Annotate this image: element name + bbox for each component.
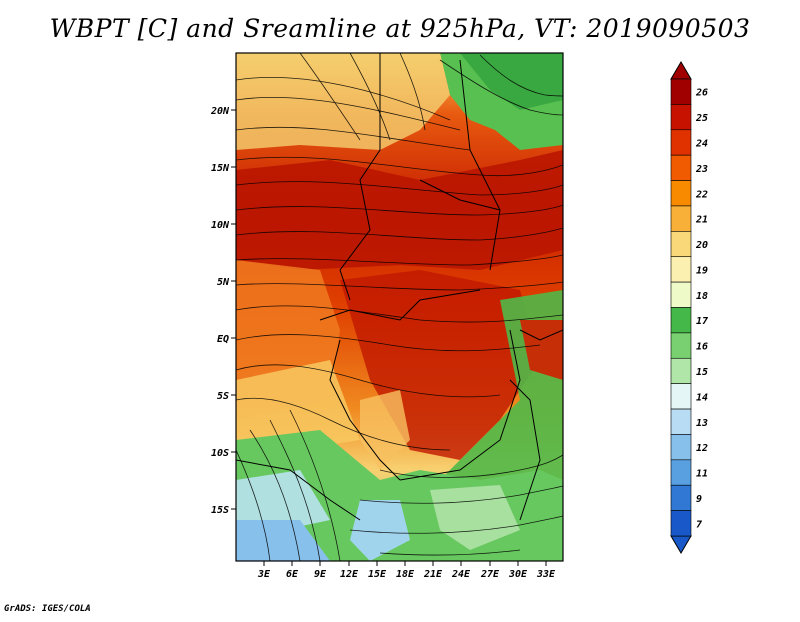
colorbar-segment <box>670 180 692 207</box>
colorbar-segment <box>670 434 692 461</box>
lon-label-12e: 12E <box>340 569 359 580</box>
country-borders <box>236 53 563 521</box>
colorbar-label: 11 <box>696 469 708 480</box>
lat-label-eq: EQ <box>217 334 229 345</box>
colorbar-segment <box>670 231 692 258</box>
colorbar-segment <box>670 307 692 334</box>
colorbar-label: 9 <box>696 494 702 505</box>
colorbar-label: 12 <box>696 443 708 454</box>
colorbar-segment <box>670 256 692 283</box>
lon-label-24e: 24E <box>451 569 471 580</box>
lat-label-5s: 5S <box>217 391 229 402</box>
colorbar: 26 25 24 23 22 21 20 19 18 17 16 15 14 13 12 11 9 7 <box>670 61 708 554</box>
colorbar-label: 16 <box>696 342 708 353</box>
colorbar-segment <box>670 459 692 486</box>
colorbar-segment <box>670 154 692 181</box>
colorbar-label: 24 <box>695 138 708 149</box>
grads-credit: GrADS: IGES/COLA <box>4 604 91 614</box>
colorbar-segment <box>670 383 692 410</box>
lon-label-3e: 3E <box>257 569 271 580</box>
colorbar-segment <box>670 104 692 131</box>
colorbar-segment <box>670 78 692 105</box>
lon-label-21e: 21E <box>423 569 443 580</box>
lon-label-15e: 15E <box>368 569 387 580</box>
colorbar-label: 25 <box>695 113 708 124</box>
colorbar-label: 17 <box>696 316 708 327</box>
colorbar-segment <box>670 357 692 384</box>
colorbar-segment <box>670 281 692 308</box>
lat-label-20n: 20N <box>210 106 230 117</box>
colorbar-label: 20 <box>695 240 708 251</box>
colorbar-label: 7 <box>696 519 702 530</box>
colorbar-segment <box>670 205 692 232</box>
colorbar-bottom-arrow <box>670 535 692 554</box>
colorbar-label: 26 <box>695 88 708 99</box>
lon-label-6e: 6E <box>286 569 299 580</box>
longitude-axis: 3E 6E 9E 12E 15E 18E 21E 24E 27E 30E 33E <box>257 561 556 580</box>
lat-label-10n: 10N <box>211 220 230 231</box>
map-title: WBPT [C] and Sreamline at 925hPa, VT: 20… <box>49 14 751 43</box>
lon-label-30e: 30E <box>508 569 528 580</box>
colorbar-segment <box>670 408 692 435</box>
temperature-field <box>236 53 563 561</box>
lon-label-27e: 27E <box>480 569 500 580</box>
colorbar-label: 22 <box>695 189 708 200</box>
colorbar-top-arrow <box>670 61 692 80</box>
lon-label-18e: 18E <box>396 569 415 580</box>
lat-label-10s: 10S <box>211 448 229 459</box>
lon-label-9e: 9E <box>314 569 327 580</box>
lon-label-33e: 33E <box>536 569 556 580</box>
colorbar-label: 18 <box>696 291 708 302</box>
colorbar-label: 13 <box>696 418 708 429</box>
colorbar-segment <box>670 510 692 537</box>
lat-label-15s: 15S <box>211 505 229 516</box>
lat-label-5n: 5N <box>217 277 230 288</box>
colorbar-label: 14 <box>696 392 708 403</box>
colorbar-label: 15 <box>696 367 708 378</box>
colorbar-label: 19 <box>696 265 708 276</box>
map-frame <box>235 52 564 562</box>
colorbar-segment <box>670 332 692 359</box>
lat-label-15n: 15N <box>211 163 230 174</box>
colorbar-label: 21 <box>695 215 708 226</box>
latitude-axis: 20N 15N 10N 5N EQ 5S 10S 15S <box>210 106 236 516</box>
colorbar-segment <box>670 129 692 156</box>
colorbar-segment <box>670 484 692 511</box>
streamlines <box>236 53 563 561</box>
colorbar-label: 23 <box>695 164 708 175</box>
